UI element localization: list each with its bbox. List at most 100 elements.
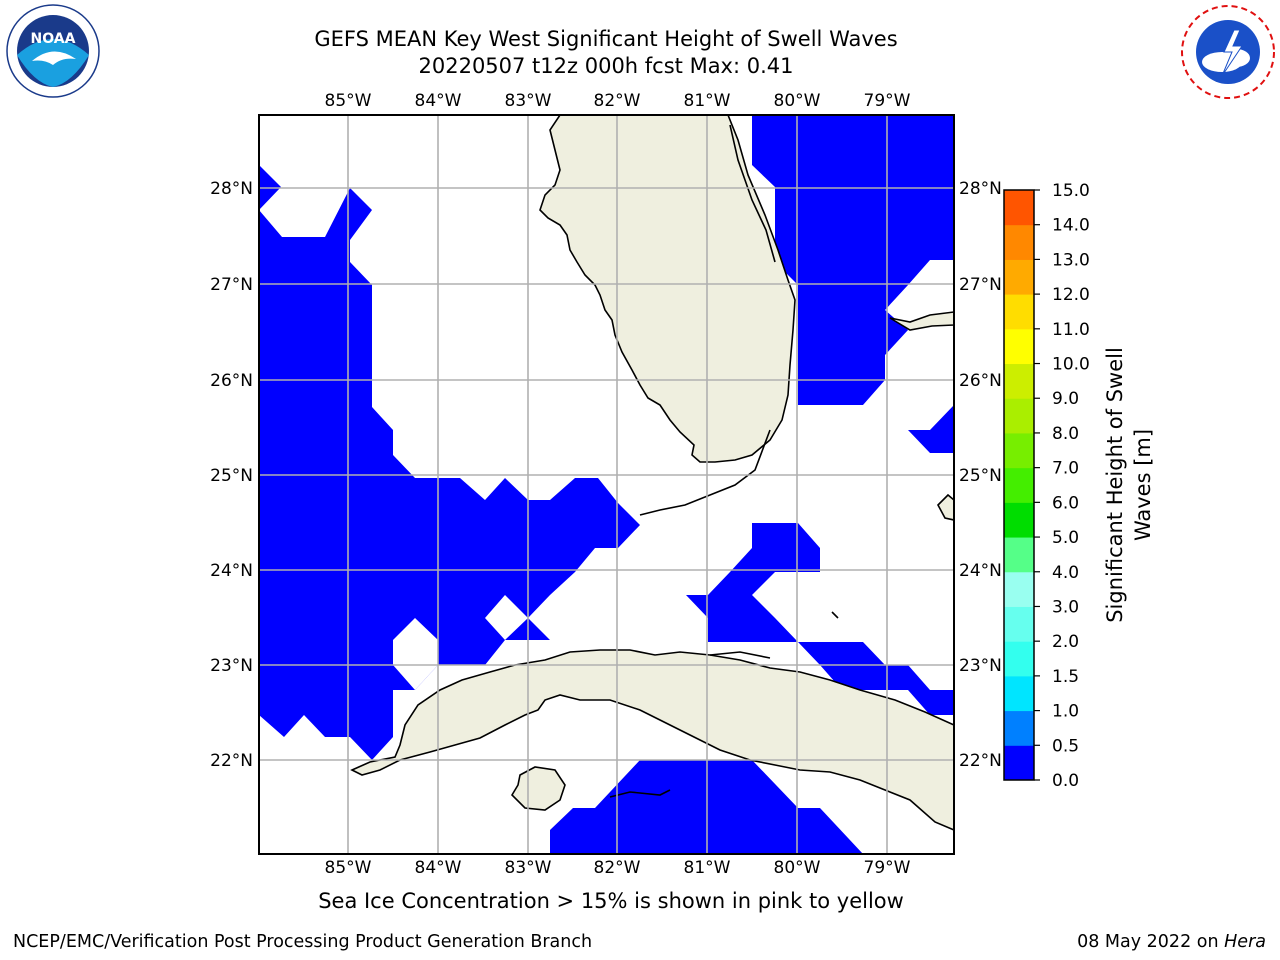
lat-label: 25°N [210,466,253,486]
lon-label: 82°W [594,91,641,111]
cay-sal [831,611,839,619]
coast-details [609,124,839,798]
lat-label: 27°N [959,275,1002,295]
colorbar-tick-label: 1.5 [1052,667,1079,687]
colorbar-tick-label: 11.0 [1052,320,1090,340]
date-stamp: 08 May 2022 on Hera [1077,932,1266,952]
colorbar-tick-label: 10.0 [1052,355,1090,375]
colorbar-tick-label: 5.0 [1052,528,1079,548]
colorbar-tick-label: 1.0 [1052,702,1079,722]
colorbar-swatch [1004,259,1034,295]
florida-peninsula [539,115,796,463]
colorbar-swatch [1004,675,1034,712]
colorbar-tick-label: 7.0 [1052,459,1079,479]
noaa-logo-icon: NOAA [6,4,100,98]
lon-label: 85°W [325,91,372,111]
lon-label: 80°W [774,91,821,111]
colorbar-tick-label: 14.0 [1052,216,1090,236]
bahamas-andros [937,493,954,521]
lat-label: 22°N [210,751,253,771]
colorbar-tick-label: 13.0 [1052,250,1090,270]
lat-label: 26°N [959,371,1002,391]
colorbar-tick-label: 3.0 [1052,597,1079,617]
colorbar-swatch [1004,224,1034,260]
colorbar-swatch [1004,398,1034,434]
south-cays [609,789,671,798]
lat-label: 22°N [959,751,1002,771]
noaa-logo-text: NOAA [31,31,76,47]
lon-label: 83°W [505,858,552,878]
map-area [259,115,954,854]
colorbar-swatch [1004,432,1034,469]
swell-region-east-small [908,405,954,453]
lat-label: 28°N [210,179,253,199]
lat-label: 24°N [210,561,253,581]
cuba [350,649,954,831]
colorbar-swatch [1004,710,1034,746]
isle-of-youth [510,766,566,811]
colorbar-tick-label: 6.0 [1052,493,1079,513]
cuba-cays [709,651,771,659]
lon-label: 84°W [415,91,462,111]
chart-title: GEFS MEAN Key West Significant Height of… [314,27,898,51]
machine-name: Hera [1224,932,1266,952]
lat-label: 28°N [959,179,1002,199]
lat-label: 23°N [210,656,253,676]
colorbar-tick-label: 9.0 [1052,389,1079,409]
colorbar-tick-label: 0.0 [1052,771,1079,791]
colorbar-tick-label: 12.0 [1052,285,1090,305]
colorbar-swatch [1004,328,1034,365]
lon-label: 82°W [594,858,641,878]
colorbar-swatch [1004,294,1034,330]
colorbar-tick-label: 8.0 [1052,424,1079,444]
map-frame [258,114,955,855]
lon-label: 81°W [684,91,731,111]
colorbar-swatch [1004,363,1034,399]
colorbar-swatch [1004,502,1034,538]
lon-label: 85°W [325,858,372,878]
lat-label: 24°N [959,561,1002,581]
colorbar-frame [1003,189,1035,781]
colorbar-label-line2: Waves [m] [1131,429,1155,541]
lat-label: 23°N [959,656,1002,676]
colorbar-swatch [1004,745,1034,781]
lat-labels-left: 28°N 27°N 26°N 25°N 24°N 23°N 22°N [210,179,253,771]
swell-hole-1 [393,618,438,690]
lat-labels-right: 28°N 27°N 26°N 25°N 24°N 23°N 22°N [959,179,1002,771]
lat-label: 25°N [959,466,1002,486]
swell-hole-2 [485,595,528,640]
nws-logo-icon [1181,5,1275,99]
lon-labels-bottom: 85°W 84°W 83°W 82°W 81°W 80°W 79°W [325,858,911,878]
lon-label: 79°W [864,858,911,878]
colorbar-swatch [1004,641,1034,677]
colorbar-tick-label: 4.0 [1052,563,1079,583]
colorbar-swatch [1004,537,1034,573]
colorbar-swatch [1004,467,1034,503]
colorbar-swatch [1004,571,1034,607]
lon-label: 83°W [505,91,552,111]
lon-label: 81°W [684,858,731,878]
chart-subtitle: 20220507 t12z 000h fcst Max: 0.41 [418,54,794,78]
swell-region-west [259,165,640,854]
colorbar-label-line1: Significant Height of Swell [1103,347,1127,623]
lat-label: 26°N [210,371,253,391]
lon-label: 79°W [864,91,911,111]
lat-label: 27°N [210,275,253,295]
bahamas-grand [889,311,954,331]
graticule [259,115,954,854]
colorbar-swatch [1004,606,1034,642]
colorbar-tick-label: 15.0 [1052,181,1090,201]
date-text: 08 May 2022 on [1077,932,1225,952]
colorbar: 0.0 0.5 1.0 1.5 2.0 3.0 4.0 5.0 6.0 7.0 8.0 9.0 10.0… [1003,181,1090,791]
credit-text: NCEP/EMC/Verification Post Processing Pr… [13,932,593,952]
sea-ice-note: Sea Ice Concentration > 15% is shown in … [318,889,904,913]
landmasses [350,115,954,831]
indian-river [729,124,776,263]
colorbar-tick-label: 0.5 [1052,736,1079,756]
lon-labels-top: 85°W 84°W 83°W 82°W 81°W 80°W 79°W [325,91,911,111]
lon-label: 80°W [774,858,821,878]
florida-keys [639,429,771,516]
colorbar-swatch [1004,190,1034,226]
lon-label: 84°W [415,858,462,878]
